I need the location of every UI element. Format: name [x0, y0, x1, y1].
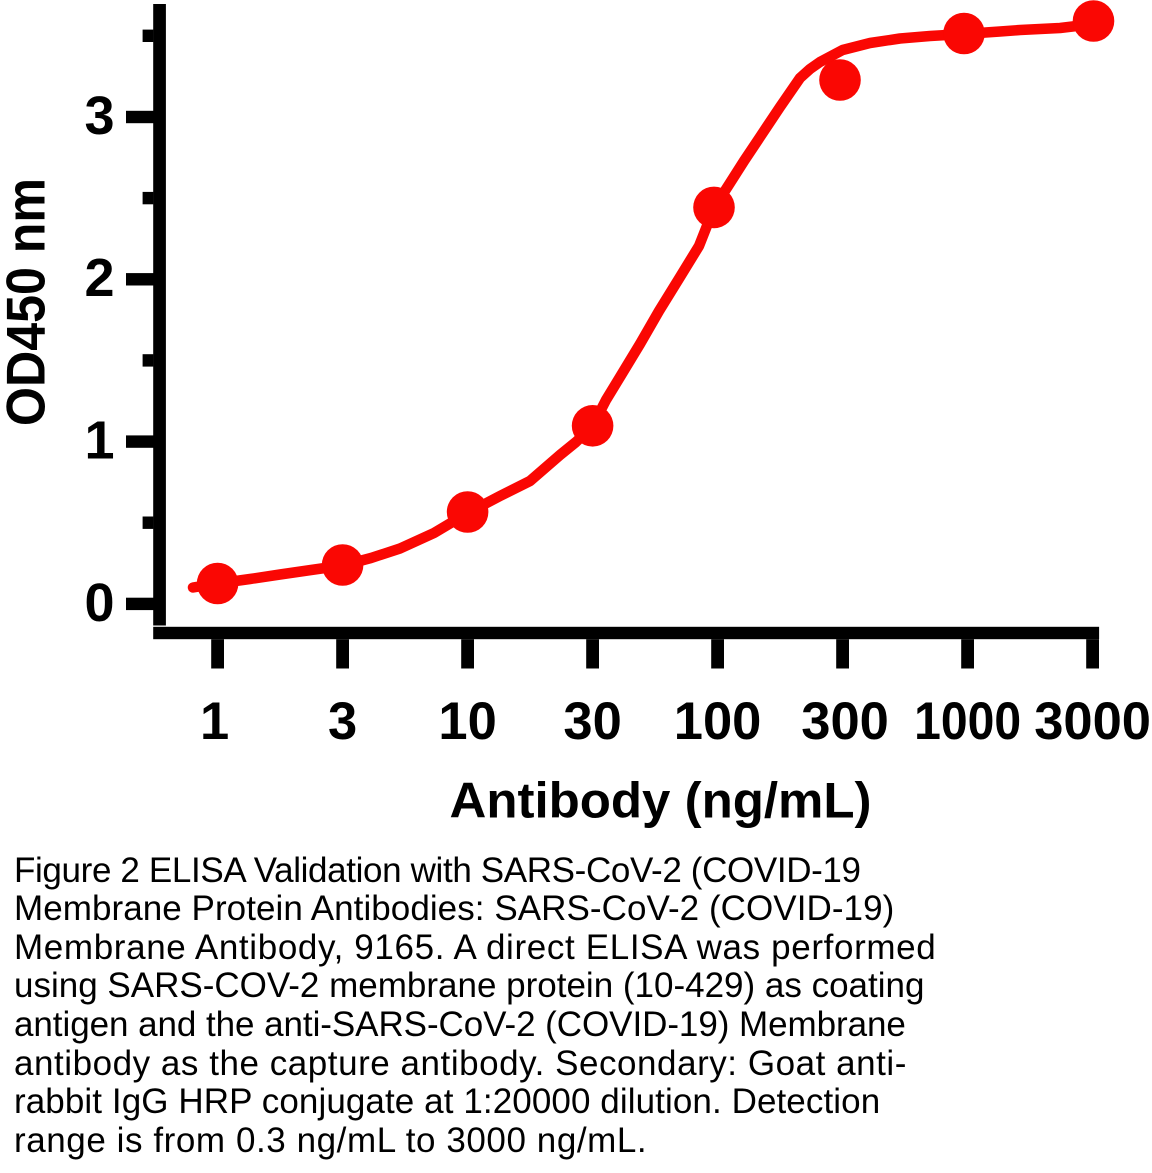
svg-text:100: 100 [674, 692, 762, 751]
svg-text:30: 30 [563, 692, 621, 751]
svg-text:1: 1 [200, 692, 229, 751]
svg-text:300: 300 [801, 692, 889, 751]
svg-text:3000: 3000 [1034, 692, 1151, 751]
svg-text:1: 1 [84, 410, 114, 470]
svg-text:3: 3 [84, 86, 114, 146]
svg-text:OD450 nm: OD450 nm [0, 178, 56, 426]
svg-text:3: 3 [328, 692, 357, 751]
svg-text:1000: 1000 [914, 692, 1021, 751]
svg-text:10: 10 [438, 692, 496, 751]
svg-text:Antibody (ng/mL): Antibody (ng/mL) [450, 773, 872, 829]
svg-text:0: 0 [84, 573, 114, 633]
svg-text:2: 2 [84, 248, 114, 308]
